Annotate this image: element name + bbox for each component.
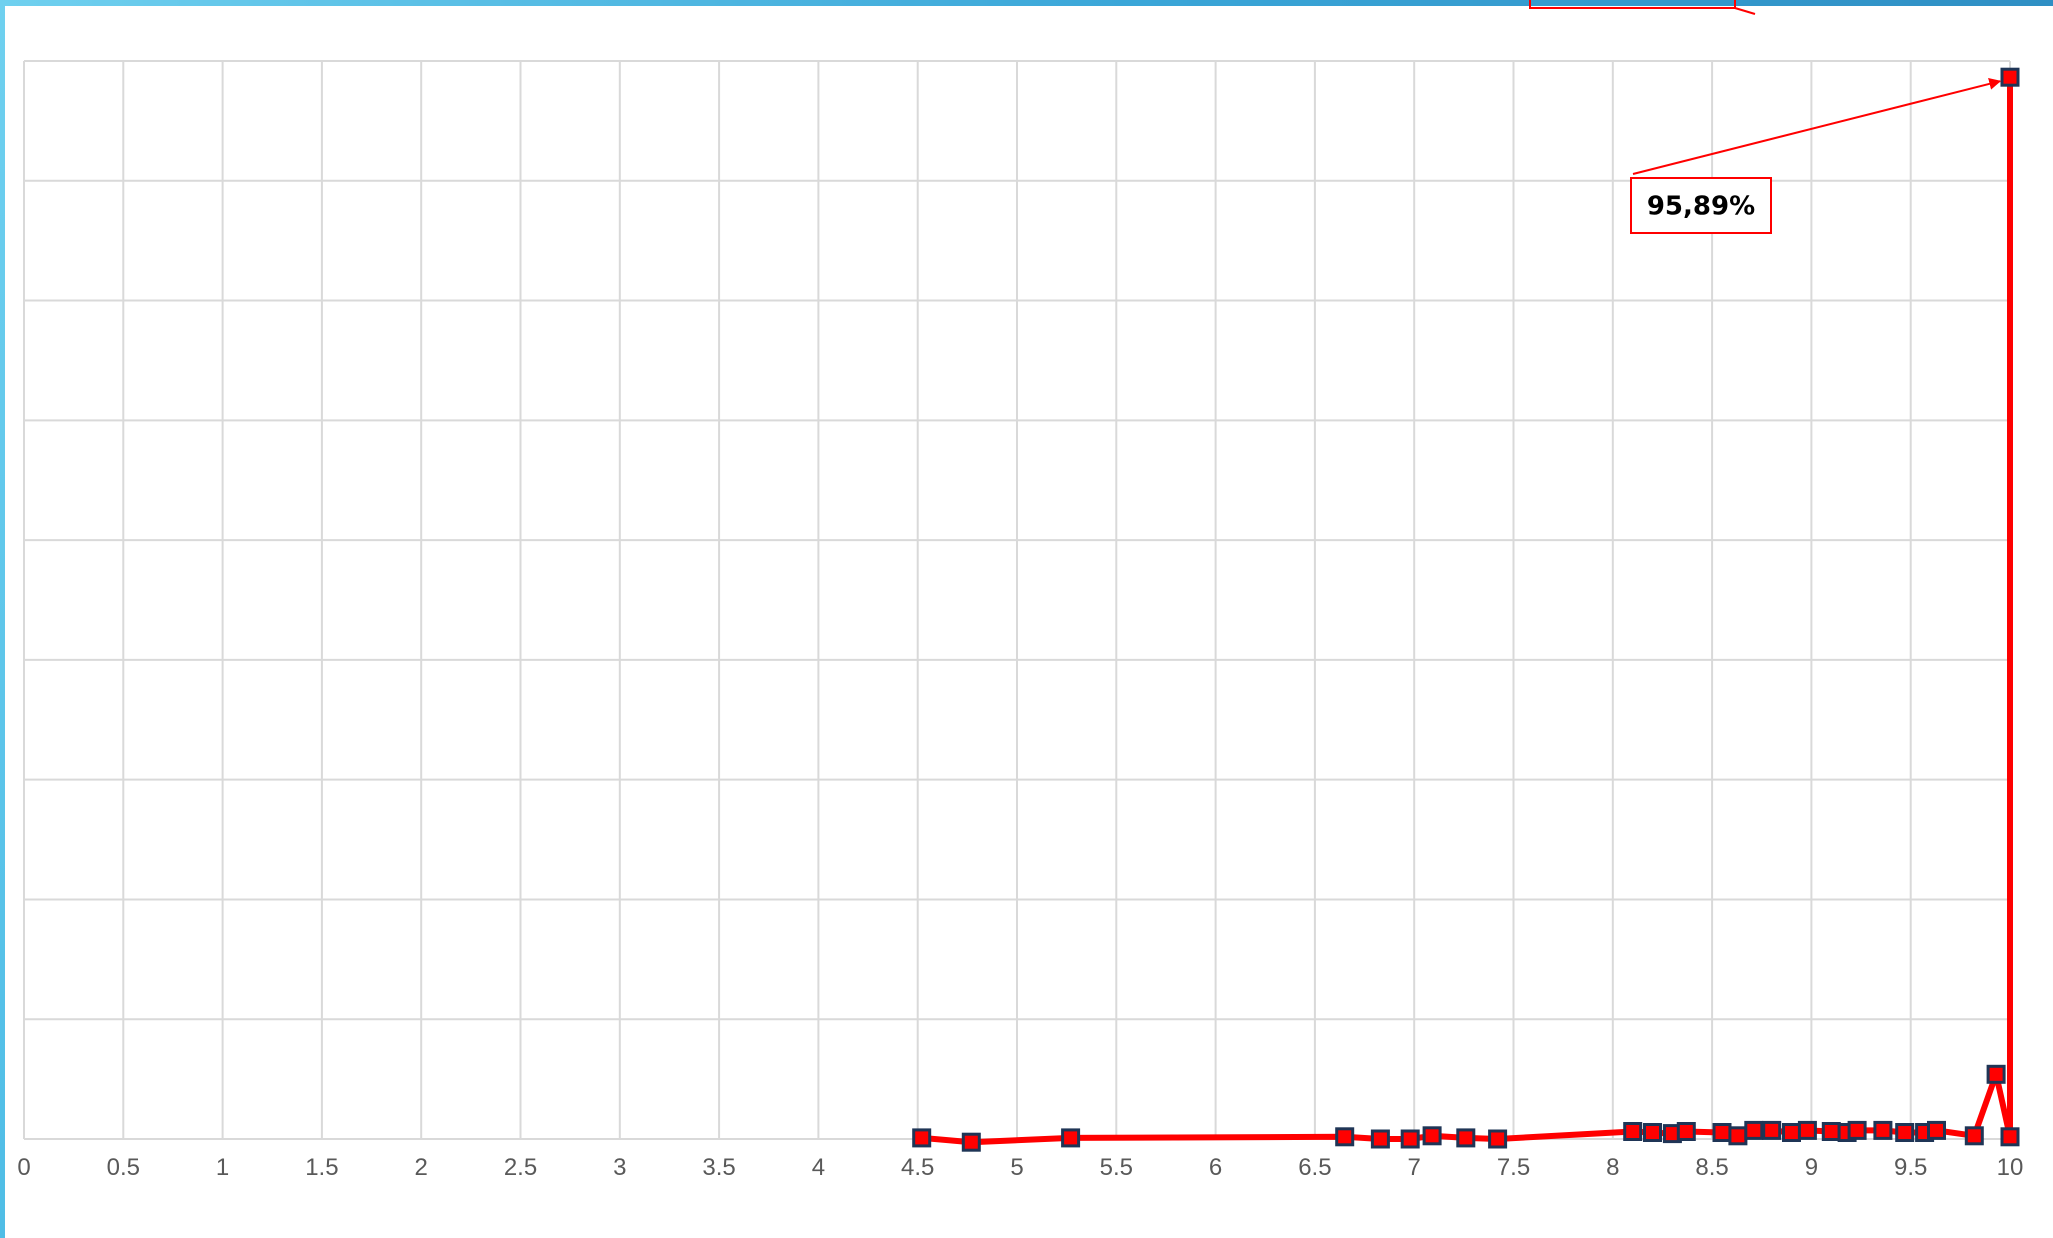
- data-point-marker: [1061, 1128, 1081, 1148]
- data-point-marker: [1986, 1064, 2006, 1084]
- annotation-box: [1630, 177, 1772, 234]
- x-tick-label: 4.5: [901, 1154, 934, 1181]
- clipped-annotation-box: [1529, 0, 1736, 9]
- annotation-arrow: [1632, 78, 2002, 175]
- data-point-marker: [1676, 1122, 1696, 1141]
- data-point-marker: [1728, 1126, 1748, 1146]
- annotation-label: 95,89%: [1647, 192, 1755, 222]
- data-point-marker: [1927, 1120, 1946, 1140]
- x-tick-label: 1: [216, 1154, 229, 1181]
- data-point-marker: [1422, 1126, 1442, 1146]
- x-tick-label: 10: [1997, 1154, 2024, 1181]
- x-tick-label: 8: [1606, 1154, 1619, 1181]
- data-point-marker: [1821, 1122, 1841, 1141]
- data-point-marker: [912, 1128, 932, 1148]
- data-point-marker: [1847, 1120, 1867, 1140]
- data-point-marker: [1370, 1129, 1390, 1149]
- x-tick-label: 2: [415, 1154, 428, 1181]
- data-point-marker: [961, 1132, 981, 1152]
- data-point-marker: [1643, 1123, 1662, 1142]
- x-tick-label: 0.5: [107, 1154, 140, 1181]
- data-point-marker: [1797, 1120, 1817, 1140]
- x-tick-label: 0: [17, 1154, 30, 1181]
- data-point-marker: [1895, 1123, 1915, 1142]
- x-tick-label: 6.5: [1298, 1154, 1331, 1181]
- chart-grid: [23, 60, 2011, 1140]
- clipped-annotation-arrow: [1734, 7, 1756, 15]
- data-point-marker: [1488, 1129, 1508, 1149]
- top-accent-bar: [0, 0, 2053, 6]
- data-point-marker: [1712, 1123, 1732, 1142]
- left-accent-bar: [0, 0, 5, 1238]
- x-axis-tick-labels: 0 0.5 1 1.5 2 2.5 3 3.5 4 4.5 5 5.5 6 6.5 7 7.5 8 8.5 9 9.5…: [17, 1154, 2023, 1181]
- data-point-marker: [2000, 67, 2020, 87]
- x-tick-label: 2.5: [504, 1154, 537, 1181]
- x-tick-label: 1.5: [305, 1154, 338, 1181]
- x-tick-label: 3.5: [702, 1154, 735, 1181]
- x-tick-label: 9: [1805, 1154, 1818, 1181]
- x-tick-label: 7: [1408, 1154, 1421, 1181]
- x-tick-label: 5.5: [1100, 1154, 1133, 1181]
- x-tick-label: 7.5: [1497, 1154, 1530, 1181]
- data-point-marker: [1762, 1120, 1782, 1140]
- chart-markers: [912, 67, 2020, 1152]
- data-point-marker: [1456, 1128, 1476, 1148]
- x-tick-label: 9.5: [1894, 1154, 1927, 1181]
- data-point-marker: [2000, 1127, 2020, 1147]
- chart-series: [921, 77, 2013, 1146]
- data-point-marker: [1964, 1126, 1984, 1146]
- data-point-marker: [1744, 1120, 1764, 1140]
- x-tick-label: 5: [1010, 1154, 1023, 1181]
- x-tick-label: 6: [1209, 1154, 1222, 1181]
- data-point-marker: [1335, 1127, 1355, 1147]
- series-line: [921, 77, 2013, 1146]
- x-tick-label: 8.5: [1695, 1154, 1728, 1181]
- data-point-marker: [1873, 1120, 1893, 1140]
- data-point-marker: [1623, 1122, 1643, 1141]
- x-tick-label: 4: [812, 1154, 825, 1181]
- chart-annotations: 95,89%: [1529, 0, 2002, 234]
- data-point-marker: [1400, 1129, 1420, 1149]
- data-point-marker: [1782, 1123, 1801, 1142]
- x-tick-label: 3: [613, 1154, 626, 1181]
